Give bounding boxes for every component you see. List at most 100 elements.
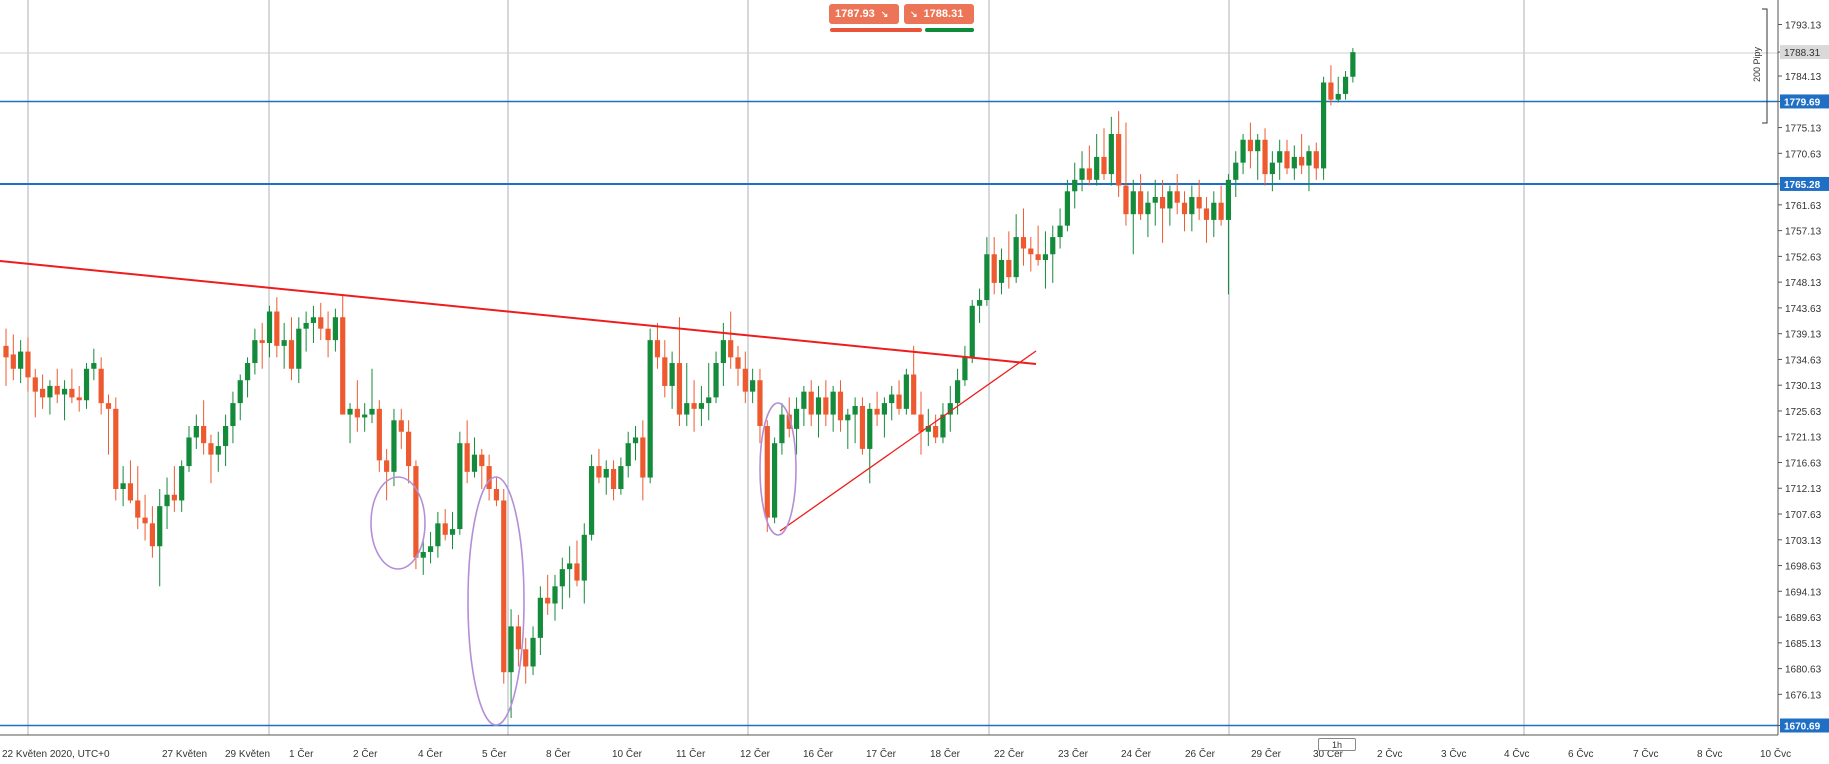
candle — [537, 586, 543, 656]
candle-body — [230, 403, 236, 427]
candle-body — [40, 388, 46, 398]
candle-body — [1247, 139, 1253, 152]
time-tick-label: 23 Čer — [1058, 747, 1089, 760]
candle-body — [625, 443, 631, 467]
candle-body — [1152, 197, 1158, 203]
candle — [610, 460, 617, 501]
candle — [1050, 225, 1056, 283]
candle — [252, 328, 258, 375]
candle-body — [135, 500, 141, 518]
candle-body — [523, 649, 529, 667]
candle-body — [911, 374, 917, 415]
candle-body — [376, 408, 382, 461]
candle-body — [303, 322, 309, 329]
drawings — [0, 260, 1037, 726]
candle-body — [691, 403, 697, 409]
candle-body — [1196, 197, 1202, 209]
candle — [1174, 174, 1180, 215]
candle-body — [215, 446, 221, 455]
candle-body — [742, 368, 748, 392]
buy-quote-button[interactable]: ↘ 1788.31 — [904, 4, 974, 24]
candle — [325, 311, 331, 358]
candle-body — [1306, 151, 1312, 166]
candle-body — [193, 426, 199, 438]
candle — [3, 328, 9, 386]
candle-body — [1101, 156, 1107, 175]
sell-sentiment-bar — [830, 28, 922, 32]
price-badge-label: 1670.69 — [1784, 722, 1821, 733]
sell-quote-button[interactable]: 1787.93 ↘ — [829, 4, 899, 24]
candle-body — [1159, 197, 1166, 209]
candle-body — [457, 443, 463, 530]
candle — [186, 426, 192, 472]
candle — [347, 403, 353, 444]
candle — [413, 460, 419, 570]
candle-body — [3, 345, 9, 358]
time-axis-background — [0, 735, 1829, 764]
candle — [545, 574, 551, 615]
candle-body — [1313, 151, 1319, 169]
candle — [259, 322, 265, 369]
candle — [867, 403, 873, 484]
price-tick-label: 1739.13 — [1785, 330, 1822, 341]
candle — [244, 357, 251, 398]
price-tick-label: 1712.13 — [1785, 484, 1822, 495]
candle-body — [61, 388, 68, 395]
candle — [757, 368, 763, 444]
price-badge-label: 1779.69 — [1784, 97, 1821, 108]
price-tick-label: 1761.63 — [1785, 201, 1822, 212]
candle — [1218, 185, 1224, 226]
candle — [1262, 128, 1268, 186]
candle — [1130, 179, 1136, 255]
candle — [142, 494, 148, 541]
candle-body — [596, 466, 602, 478]
candle — [237, 374, 243, 421]
candle-body — [823, 397, 829, 415]
candle-body — [76, 397, 82, 401]
candle — [486, 454, 492, 501]
candle-body — [1328, 82, 1334, 100]
candle-body — [340, 317, 346, 415]
candle — [120, 466, 126, 507]
candle-body — [1042, 254, 1049, 260]
candle — [201, 400, 207, 455]
candle — [596, 448, 602, 484]
timeframe-selector[interactable]: 1h — [1318, 738, 1356, 751]
candle-body — [720, 340, 726, 364]
candle-body — [237, 380, 243, 404]
candle — [193, 414, 199, 449]
candle-body — [1035, 254, 1041, 260]
candle-body — [896, 394, 902, 409]
candle-body — [530, 637, 536, 667]
candle-body — [830, 391, 836, 415]
candle-body — [925, 426, 931, 432]
candle — [830, 385, 836, 432]
candle-body — [815, 397, 822, 415]
candle — [962, 345, 968, 386]
time-tick-label: 3 Čvc — [1441, 747, 1467, 760]
candle — [559, 557, 565, 610]
candle — [823, 380, 829, 427]
time-tick-label: 1 Čer — [289, 747, 314, 760]
candle — [1203, 197, 1210, 243]
candle — [793, 397, 800, 455]
candle — [1306, 145, 1312, 192]
candle-body — [105, 403, 112, 409]
candle-body — [1064, 191, 1070, 226]
candle — [984, 237, 990, 306]
candle-body — [1211, 202, 1217, 220]
candle-body — [903, 374, 909, 409]
candle — [310, 305, 317, 343]
candle-body — [47, 385, 53, 398]
candle — [896, 380, 902, 415]
candle — [1123, 122, 1129, 226]
price-badge — [1780, 45, 1829, 60]
candle-body — [1335, 93, 1341, 100]
candle — [47, 380, 53, 415]
candle — [274, 297, 280, 358]
horizontal-levels — [0, 100, 1778, 727]
price-tick-label: 1784.13 — [1785, 72, 1822, 83]
candle — [164, 477, 170, 530]
candle-body — [1240, 139, 1246, 163]
